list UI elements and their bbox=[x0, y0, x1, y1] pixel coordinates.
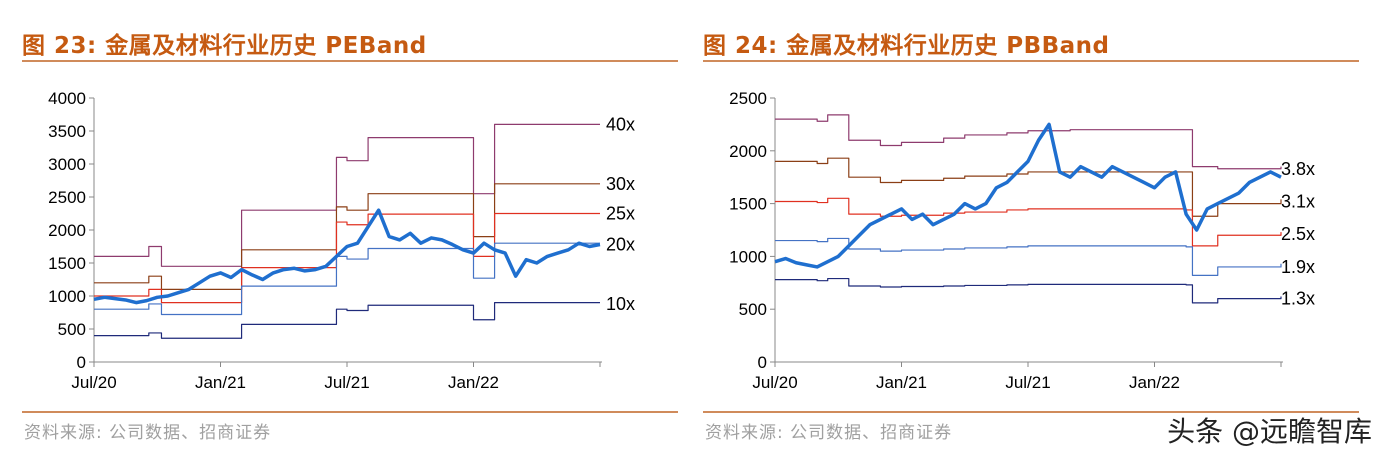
y-tick-label: 0 bbox=[77, 353, 86, 372]
band-label: 1.3x bbox=[1281, 289, 1315, 309]
band-label: 3.8x bbox=[1281, 159, 1315, 179]
y-tick-label: 2500 bbox=[48, 188, 86, 207]
series-line bbox=[775, 277, 1282, 304]
pe-band-chart: 0 500 1000 1500 2000 2500 3000 3500 4000 Jul/20 Ja… bbox=[48, 89, 635, 392]
x-tick-label: Jul/21 bbox=[1005, 373, 1050, 392]
y-tick-label: 3500 bbox=[48, 122, 86, 141]
x-tick-label: Jan/21 bbox=[195, 373, 246, 392]
x-tick-label: Jul/21 bbox=[324, 373, 369, 392]
source-rule bbox=[22, 411, 678, 413]
band-label: 1.9x bbox=[1281, 257, 1315, 277]
y-tick-label: 2500 bbox=[729, 89, 767, 108]
y-tick-label: 0 bbox=[758, 353, 767, 372]
x-tick-label: Jul/20 bbox=[71, 373, 116, 392]
x-tick-label: Jul/20 bbox=[752, 373, 797, 392]
y-tick-label: 1500 bbox=[48, 254, 86, 273]
title-rule bbox=[703, 60, 1359, 62]
title-rule bbox=[22, 60, 678, 62]
x-tick-label: Jan/21 bbox=[876, 373, 927, 392]
series-line bbox=[775, 157, 1282, 217]
band-label: 10x bbox=[606, 294, 635, 314]
band-label: 20x bbox=[606, 235, 635, 255]
pb-band-panel: 图 24: 金属及材料行业历史 PBBand 0 500 1000 1500 2000 2… bbox=[703, 0, 1363, 461]
y-tick-label: 1500 bbox=[729, 195, 767, 214]
band-label: 40x bbox=[606, 114, 635, 134]
pb-band-chart: 0 500 1000 1500 2000 2500 Jul/20 Jan/21 Jul/21 Ja… bbox=[729, 89, 1315, 392]
source-note: 资料来源: 公司数据、招商证券 bbox=[24, 423, 272, 443]
band-label: 30x bbox=[606, 174, 635, 194]
y-tick-label: 1000 bbox=[729, 247, 767, 266]
y-tick-label: 1000 bbox=[48, 287, 86, 306]
chart-title: 图 24: 金属及材料行业历史 PBBand bbox=[703, 33, 1110, 59]
y-tick-label: 4000 bbox=[48, 89, 86, 108]
x-tick-label: Jan/22 bbox=[448, 373, 499, 392]
series-line bbox=[93, 208, 601, 305]
y-tick-label: 2000 bbox=[48, 221, 86, 240]
series-line bbox=[774, 122, 1282, 269]
chart-title: 图 23: 金属及材料行业历史 PEBand bbox=[22, 33, 427, 59]
source-rule bbox=[703, 411, 1359, 413]
band-label: 2.5x bbox=[1281, 224, 1315, 244]
x-tick-label: Jan/22 bbox=[1129, 373, 1180, 392]
series-line bbox=[94, 183, 600, 290]
series-line bbox=[94, 242, 600, 316]
band-label: 25x bbox=[606, 204, 635, 224]
watermark: 头条 @远瞻智库 bbox=[1167, 415, 1372, 448]
series-line bbox=[775, 114, 1282, 170]
source-note: 资料来源: 公司数据、招商证券 bbox=[705, 423, 953, 443]
y-tick-label: 2000 bbox=[729, 142, 767, 161]
series-line bbox=[775, 237, 1282, 277]
y-tick-label: 500 bbox=[739, 300, 767, 319]
band-label: 3.1x bbox=[1281, 191, 1315, 211]
y-tick-label: 3000 bbox=[48, 155, 86, 174]
y-tick-label: 500 bbox=[58, 320, 86, 339]
series-line bbox=[94, 302, 600, 339]
series-line bbox=[775, 197, 1282, 247]
pe-band-panel: 图 23: 金属及材料行业历史 PEBand 0 500 1000 1500 2000 2… bbox=[22, 0, 682, 461]
